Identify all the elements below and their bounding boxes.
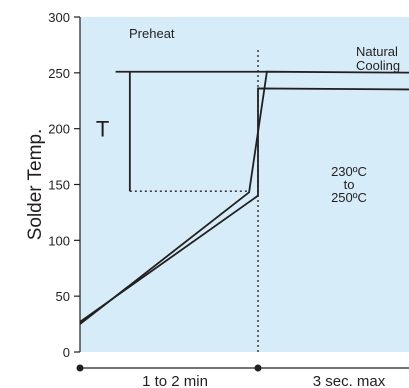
timeline-label-soldering: 3 sec. max: [313, 373, 386, 388]
y-tick-label: 150: [48, 178, 70, 193]
range-to-label: to: [344, 177, 355, 192]
range-start-label: 230ºC: [331, 164, 367, 179]
t-label: T: [96, 117, 109, 142]
timeline-dot: [254, 364, 262, 372]
y-tick-label: 50: [56, 289, 70, 304]
y-tick-label: 300: [48, 10, 70, 25]
timeline-label-preheat: 1 to 2 min: [142, 373, 208, 388]
preheat-label: Preheat: [129, 26, 175, 41]
timeline-dot: [76, 364, 84, 372]
range-end-label: 250ºC: [331, 190, 367, 205]
natural-label: Natural: [356, 44, 398, 59]
y-tick-label: 200: [48, 122, 70, 137]
y-tick-label: 100: [48, 233, 70, 248]
cooling-label: Cooling: [356, 58, 400, 73]
y-tick-label: 250: [48, 66, 70, 81]
y-axis-label: Solder Temp.: [25, 129, 46, 241]
y-tick-label: 0: [63, 345, 70, 360]
profile-line-2: [79, 87, 409, 323]
